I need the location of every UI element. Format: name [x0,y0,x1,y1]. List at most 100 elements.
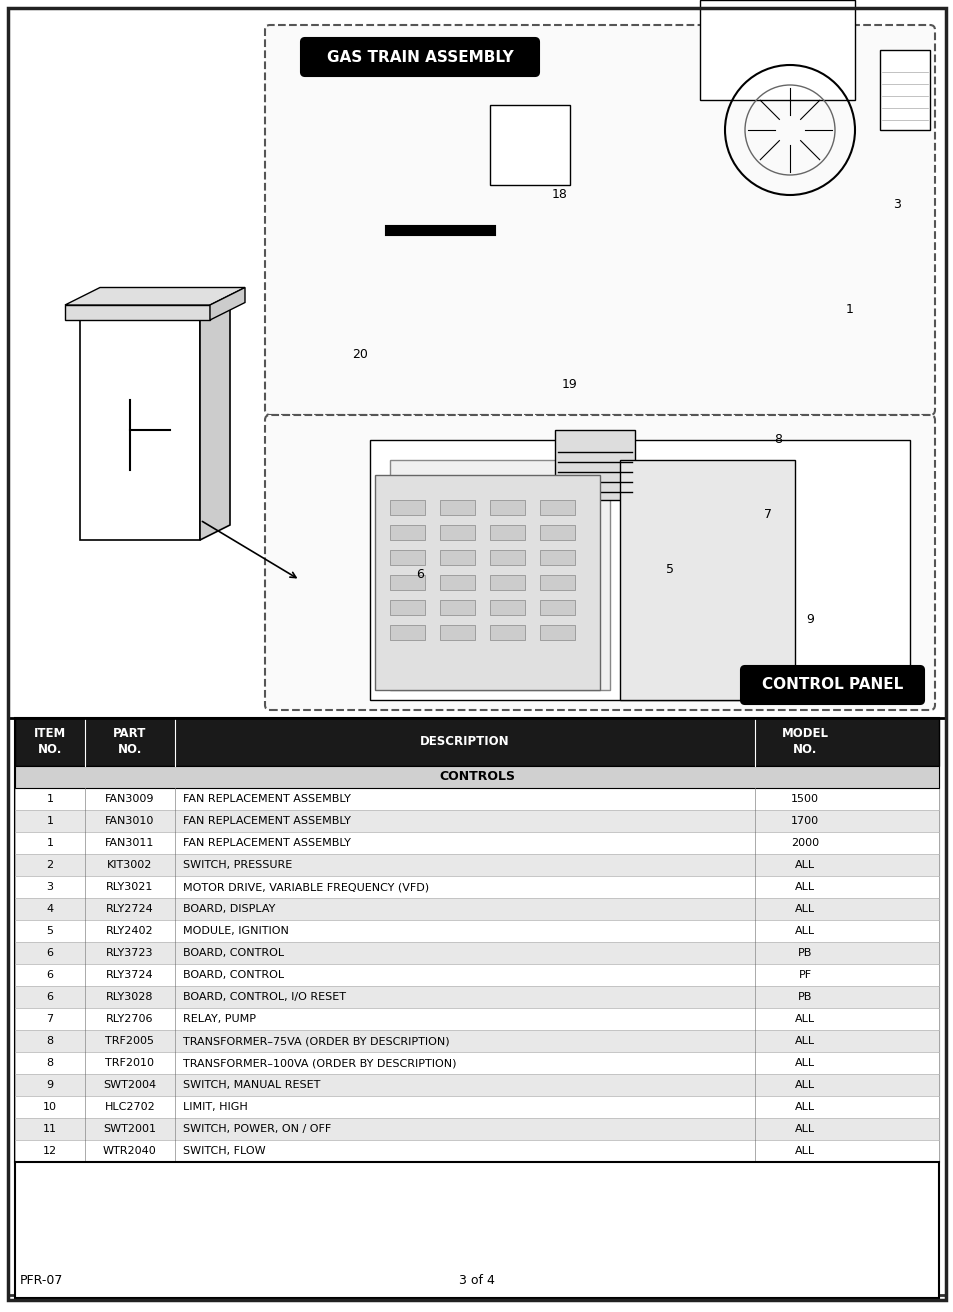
Text: PF: PF [798,970,811,980]
Text: 12: 12 [43,1145,57,1156]
Text: 4: 4 [47,904,53,914]
Bar [15,1008,938,1030]
Bar [539,575,575,590]
Text: 18: 18 [552,189,567,202]
Bar [619,461,794,701]
Text: 3: 3 [47,882,53,892]
Text: RLY3021: RLY3021 [106,882,153,892]
Bar [390,575,424,590]
Text: RLY3723: RLY3723 [106,949,153,958]
Text: ALL: ALL [794,859,814,870]
Bar [15,1140,938,1162]
Text: 1700: 1700 [790,816,819,827]
Bar [15,854,938,876]
Text: HLC2702: HLC2702 [105,1102,155,1113]
Bar [15,766,938,789]
Text: FAN3009: FAN3009 [105,794,154,804]
Text: PB: PB [797,992,811,1002]
Text: ALL: ALL [794,882,814,892]
Bar [539,625,575,640]
FancyBboxPatch shape [265,415,934,710]
Bar [15,1096,938,1118]
Bar [539,550,575,565]
Text: ALL: ALL [794,1014,814,1023]
Polygon shape [65,304,210,320]
Text: TRF2005: TRF2005 [106,1036,154,1046]
Text: 1: 1 [47,816,53,827]
Bar [539,500,575,516]
Text: 9: 9 [805,614,813,627]
Bar [15,718,938,1298]
Text: 6: 6 [416,568,423,581]
Text: ALL: ALL [794,1124,814,1134]
Bar [15,964,938,987]
Text: PB: PB [797,949,811,958]
Text: SWT2004: SWT2004 [103,1080,156,1090]
Text: SWITCH, FLOW: SWITCH, FLOW [183,1145,265,1156]
Text: FAN REPLACEMENT ASSEMBLY: FAN REPLACEMENT ASSEMBLY [183,794,351,804]
Bar [539,600,575,615]
Bar [15,1030,938,1052]
Text: FAN REPLACEMENT ASSEMBLY: FAN REPLACEMENT ASSEMBLY [183,816,351,827]
Text: ALL: ALL [794,904,814,914]
Text: GAS TRAIN ASSEMBLY: GAS TRAIN ASSEMBLY [326,50,513,64]
Text: BOARD, CONTROL: BOARD, CONTROL [183,949,284,958]
Bar [439,575,475,590]
Text: MODEL
NO.: MODEL NO. [781,727,827,757]
Text: RLY2706: RLY2706 [106,1014,153,1023]
Text: ALL: ALL [794,1102,814,1113]
Text: ITEM
NO.: ITEM NO. [34,727,66,757]
Bar [439,625,475,640]
Text: ALL: ALL [794,926,814,935]
Bar [375,475,599,690]
Text: 19: 19 [561,378,578,391]
Bar [15,789,938,810]
Text: ALL: ALL [794,1145,814,1156]
Text: 5: 5 [47,926,53,935]
Bar [15,1052,938,1075]
Text: ALL: ALL [794,1057,814,1068]
Bar [390,461,609,690]
Text: 8: 8 [47,1057,53,1068]
Polygon shape [210,287,245,320]
Bar [15,810,938,832]
Text: WTR2040: WTR2040 [103,1145,156,1156]
Text: 6: 6 [47,970,53,980]
Bar [439,600,475,615]
Bar [490,575,524,590]
Text: PFR-07: PFR-07 [20,1274,63,1287]
Bar [15,942,938,964]
Bar [15,987,938,1008]
Polygon shape [80,320,200,541]
Text: 9: 9 [47,1080,53,1090]
FancyBboxPatch shape [740,666,923,705]
Text: 8: 8 [773,433,781,446]
Text: 11: 11 [43,1124,57,1134]
Text: SWT2001: SWT2001 [103,1124,156,1134]
Bar [15,1118,938,1140]
Text: 6: 6 [47,949,53,958]
Text: FAN3011: FAN3011 [105,838,154,848]
Text: FAN3010: FAN3010 [105,816,154,827]
Text: RELAY, PUMP: RELAY, PUMP [183,1014,255,1023]
Text: 2000: 2000 [790,838,819,848]
Bar [490,525,524,541]
Text: BOARD, DISPLAY: BOARD, DISPLAY [183,904,275,914]
Text: 20: 20 [352,349,368,362]
Text: MODULE, IGNITION: MODULE, IGNITION [183,926,289,935]
Bar [390,500,424,516]
Text: 7: 7 [763,509,771,521]
Polygon shape [200,304,230,541]
Bar [390,550,424,565]
Bar [439,500,475,516]
Text: 10: 10 [43,1102,57,1113]
Bar [490,550,524,565]
Text: BOARD, CONTROL, I/O RESET: BOARD, CONTROL, I/O RESET [183,992,346,1002]
Bar [15,920,938,942]
Bar [879,50,929,130]
Polygon shape [65,287,245,304]
Text: 1500: 1500 [790,794,818,804]
Text: CONTROL PANEL: CONTROL PANEL [761,677,902,693]
Bar [390,600,424,615]
Text: RLY3028: RLY3028 [106,992,153,1002]
